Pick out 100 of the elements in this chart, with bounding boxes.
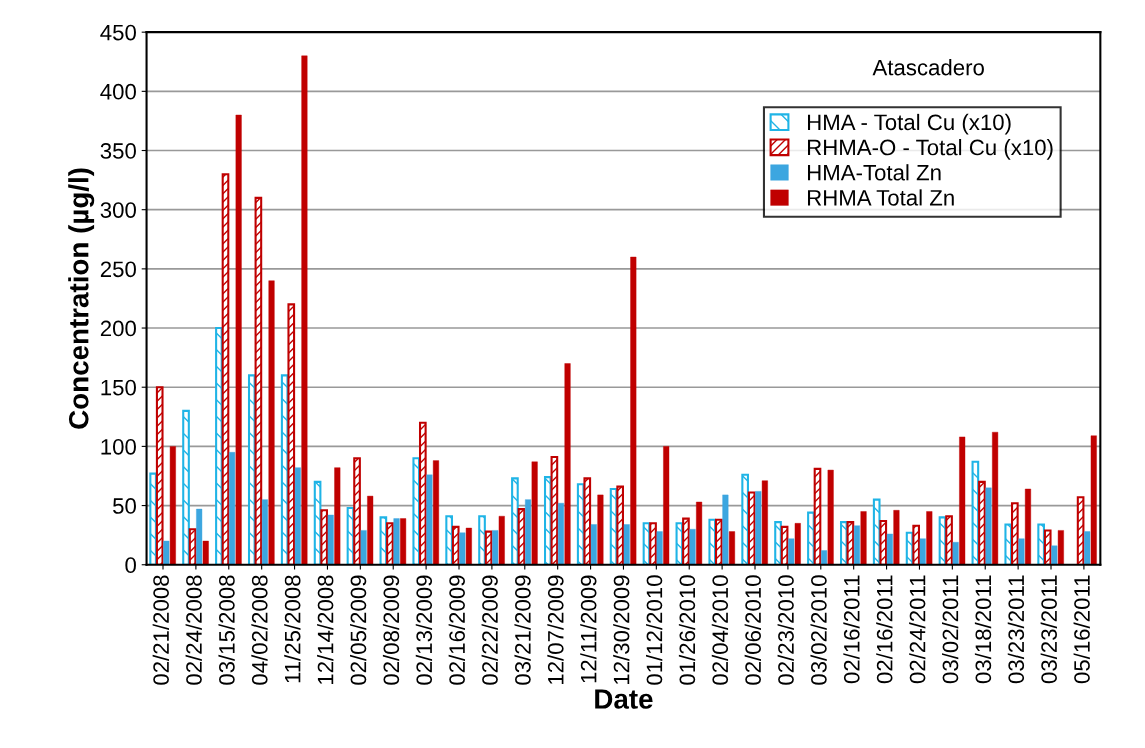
x-tick-label: 02/21/2008 (152, 575, 169, 685)
bar (682, 517, 690, 565)
bar (492, 530, 499, 565)
bar (788, 538, 795, 565)
bar (839, 521, 848, 565)
bar (583, 477, 592, 565)
bar (649, 522, 657, 565)
x-tick-label: 02/13/2009 (415, 575, 433, 685)
x-tick-label: 02/24/2011 (909, 575, 926, 684)
x-tick-label: 12/11/2009 (580, 575, 597, 683)
x-tick-label: 12/30/2009 (613, 575, 630, 684)
bar (696, 501, 703, 565)
bar (149, 472, 157, 565)
x-tick-label: 03/21/2009 (514, 575, 531, 685)
x-tick-label: 01/12/2010 (645, 575, 663, 685)
bar (261, 499, 268, 565)
bar (893, 510, 900, 565)
y-tick-label: 200 (100, 320, 136, 337)
bar (188, 528, 197, 565)
bar (1084, 531, 1091, 565)
annotation: Atascadero (872, 59, 984, 76)
x-tick-label: 02/16/2009 (448, 575, 465, 685)
bar (418, 421, 427, 565)
bar (853, 525, 860, 565)
bar (959, 436, 966, 565)
bar (182, 409, 190, 565)
bar (1043, 529, 1052, 565)
bar (992, 431, 999, 565)
bar (1018, 538, 1025, 565)
bar (400, 518, 407, 565)
bar (708, 518, 717, 565)
bar (1024, 488, 1031, 565)
bar (597, 494, 604, 565)
bar (484, 530, 493, 565)
bar (860, 511, 867, 565)
bar (196, 508, 203, 565)
bar (386, 522, 394, 565)
bar (780, 525, 789, 565)
bar (517, 508, 526, 565)
bar (813, 467, 822, 565)
bar (926, 511, 933, 565)
bar (155, 386, 164, 565)
x-tick-label: 02/06/2010 (744, 575, 761, 685)
bar (169, 446, 176, 565)
bar (511, 477, 519, 565)
bar (952, 542, 959, 565)
y-tick-label: 250 (100, 261, 136, 278)
x-tick-label: 02/08/2009 (382, 575, 400, 685)
bar (268, 280, 275, 565)
x-tick-label: 02/16/2011 (843, 575, 860, 684)
y-axis-title: Concentration (µg/l) (68, 168, 95, 429)
bar (747, 491, 756, 565)
bar (432, 460, 439, 565)
y-tick-label: 350 (100, 143, 136, 159)
bar (498, 516, 505, 565)
bar (215, 327, 223, 565)
bar (334, 467, 341, 565)
bar (525, 499, 532, 565)
bar (543, 476, 552, 565)
bar (320, 509, 328, 565)
bar (827, 469, 834, 565)
bar (715, 518, 723, 565)
bar (623, 524, 630, 565)
bar (287, 303, 296, 565)
bar (221, 173, 230, 565)
y-tick-label: 150 (101, 379, 136, 396)
x-tick-label: 02/23/2010 (777, 575, 794, 685)
x-tick-label: 04/02/2008 (251, 575, 268, 685)
bar (550, 456, 559, 565)
x-tick-label: 12/07/2009 (547, 575, 564, 684)
bar (564, 363, 571, 565)
bar (294, 467, 301, 565)
x-tick-label: 02/16/2011 (876, 575, 893, 684)
bar (794, 523, 801, 565)
legend-label: HMA-Total Zn (808, 164, 941, 181)
bar (886, 533, 893, 565)
bar (1076, 496, 1085, 565)
bar (451, 525, 460, 565)
bar (978, 480, 986, 565)
x-tick-label: 03/23/2011 (1007, 575, 1025, 684)
y-tick-label: 0 (125, 557, 136, 574)
bar (367, 495, 374, 565)
y-tick-label: 50 (113, 498, 136, 514)
bar (1051, 545, 1058, 565)
x-axis-title: Date (595, 689, 653, 709)
bar (478, 515, 486, 565)
y-tick-label: 100 (101, 438, 136, 455)
bar (202, 540, 209, 565)
bar (557, 502, 564, 565)
x-tick-label: 03/15/2008 (218, 575, 235, 685)
bar (327, 514, 334, 565)
bar (163, 540, 170, 565)
bar (656, 531, 663, 565)
bar (1057, 530, 1064, 565)
x-tick-label: 02/22/2009 (481, 575, 498, 685)
x-tick-label: 01/26/2010 (678, 575, 696, 685)
bar (616, 485, 624, 565)
bar (247, 374, 256, 565)
bar (1004, 523, 1013, 565)
bar (722, 494, 729, 565)
